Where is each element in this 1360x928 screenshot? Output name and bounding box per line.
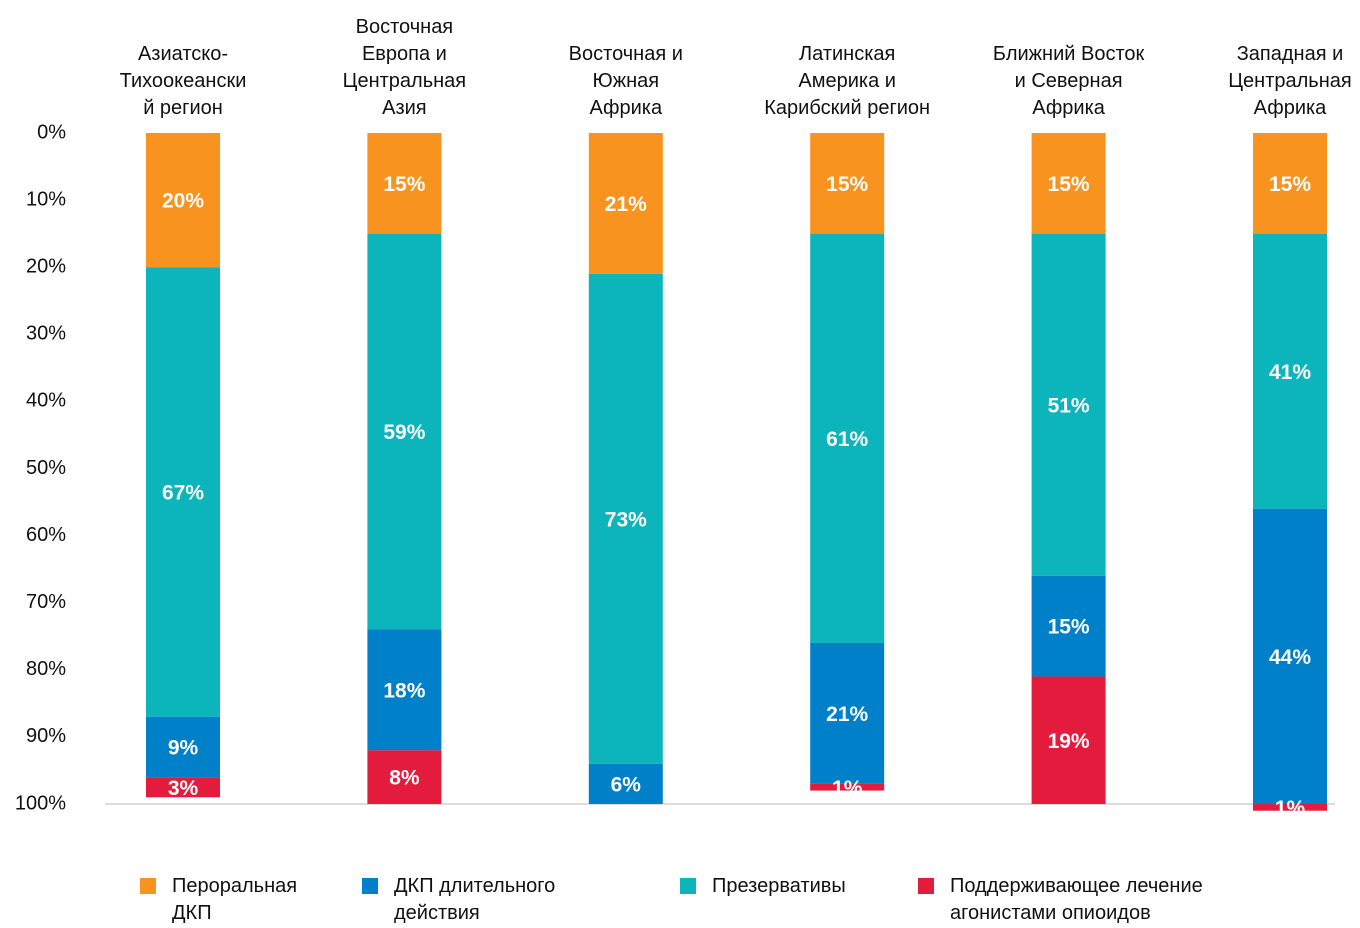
bar-segment — [146, 267, 220, 717]
bar-segment — [1253, 804, 1327, 811]
legend-swatch — [140, 878, 156, 894]
data-label: 19% — [1048, 730, 1090, 753]
legend-swatch — [362, 878, 378, 894]
y-tick-label: 100% — [15, 792, 66, 814]
bar-segment — [146, 133, 220, 268]
y-tick-label: 60% — [26, 524, 66, 546]
y-tick-label: 50% — [26, 457, 66, 479]
data-label: 15% — [383, 173, 425, 196]
bar-segment — [1031, 133, 1106, 234]
data-label: 41% — [1269, 361, 1311, 384]
y-tick-label: 90% — [26, 725, 66, 747]
bar-segment — [588, 763, 663, 804]
bar-segment — [1031, 676, 1106, 804]
bar-segment — [146, 777, 220, 798]
data-label: 20% — [162, 190, 204, 213]
y-tick-label: 30% — [26, 323, 66, 345]
x-tick-label: Латинская Америка и Карибский регион — [764, 43, 931, 119]
bar-segment — [1253, 133, 1327, 234]
bar-segment — [367, 233, 442, 630]
data-label: 44% — [1269, 646, 1311, 669]
bar-segment — [1031, 575, 1106, 677]
data-label: 15% — [826, 173, 868, 196]
data-label: 15% — [1048, 173, 1090, 196]
bar-segment — [367, 750, 442, 804]
x-tick-label: Ближний Восток и Северная Африка — [992, 43, 1145, 119]
bar-segment — [810, 783, 885, 791]
bar-segment — [146, 716, 220, 778]
bar-segment — [1253, 233, 1327, 509]
data-label: 61% — [826, 428, 868, 451]
y-tick-label: 10% — [26, 188, 66, 210]
legend-swatch — [680, 878, 696, 894]
data-label: 6% — [611, 773, 642, 796]
legend-label: Пероральная ДКП — [172, 875, 298, 924]
y-tick-label: 20% — [26, 255, 66, 277]
data-label: 8% — [389, 767, 420, 790]
bar-segment — [1253, 508, 1327, 804]
data-label: 15% — [1048, 616, 1090, 639]
y-tick-label: 0% — [37, 121, 66, 143]
y-tick-label: 40% — [26, 390, 66, 412]
data-label: 1% — [1275, 797, 1306, 820]
data-label: 73% — [605, 508, 647, 531]
data-label: 21% — [826, 703, 868, 726]
legend-swatch — [918, 878, 934, 894]
x-tick-label: Восточная и Южная Африка — [568, 43, 683, 119]
bar-segment — [588, 273, 663, 764]
legend-label: Презервативы — [712, 875, 846, 897]
data-label: 1% — [832, 777, 863, 800]
data-label: 9% — [168, 737, 199, 760]
x-tick-label: Восточная Европа и Центральная Азия — [342, 16, 467, 119]
bar-segment — [810, 133, 885, 234]
y-tick-label: 70% — [26, 591, 66, 613]
data-label: 67% — [162, 482, 204, 505]
bar-segment — [1031, 233, 1106, 576]
legend-label: Поддерживающее лечение агонистами опиоид… — [950, 875, 1203, 924]
bar-segment — [588, 133, 663, 274]
x-tick-label: Западная и Центральная Африка — [1228, 43, 1352, 119]
data-label: 59% — [383, 421, 425, 444]
x-tick-label: Азиатско- Тихоокеански й регион — [119, 43, 247, 119]
bar-segment — [810, 233, 885, 643]
bar-segment — [367, 133, 442, 234]
bar-segment — [367, 629, 442, 751]
data-label: 51% — [1048, 394, 1090, 417]
y-tick-label: 80% — [26, 658, 66, 680]
legend-label: ДКП длительного действия — [394, 875, 556, 924]
data-label: 18% — [383, 679, 425, 702]
bar-segment — [810, 642, 885, 784]
data-label: 21% — [605, 193, 647, 216]
data-label: 3% — [168, 777, 199, 800]
data-label: 15% — [1269, 173, 1311, 196]
